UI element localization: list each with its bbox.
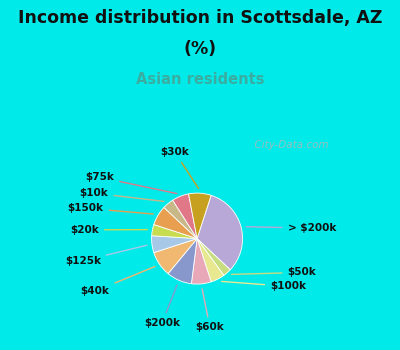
Text: Asian residents: Asian residents	[136, 72, 264, 87]
Wedge shape	[173, 194, 197, 239]
Wedge shape	[154, 208, 197, 239]
Text: $50k: $50k	[232, 267, 316, 278]
Text: $10k: $10k	[80, 188, 164, 201]
Wedge shape	[168, 239, 197, 284]
Wedge shape	[197, 195, 242, 270]
Wedge shape	[197, 239, 230, 275]
Wedge shape	[164, 200, 197, 239]
Text: $125k: $125k	[65, 245, 147, 266]
Wedge shape	[152, 236, 197, 253]
Text: $75k: $75k	[85, 172, 177, 194]
Wedge shape	[154, 239, 197, 274]
Text: $100k: $100k	[222, 281, 306, 292]
Text: $60k: $60k	[196, 289, 224, 332]
Wedge shape	[152, 224, 197, 239]
Text: (%): (%)	[184, 40, 216, 58]
Text: Income distribution in Scottsdale, AZ: Income distribution in Scottsdale, AZ	[18, 9, 382, 27]
Wedge shape	[188, 193, 211, 239]
Wedge shape	[191, 239, 211, 284]
Text: $30k: $30k	[160, 147, 198, 189]
Text: $200k: $200k	[144, 285, 180, 328]
Text: $150k: $150k	[68, 203, 153, 214]
Text: $20k: $20k	[70, 225, 147, 235]
Text: City-Data.com: City-Data.com	[248, 140, 329, 150]
Text: $40k: $40k	[81, 267, 155, 296]
Text: > $200k: > $200k	[246, 223, 336, 233]
Wedge shape	[197, 239, 224, 282]
